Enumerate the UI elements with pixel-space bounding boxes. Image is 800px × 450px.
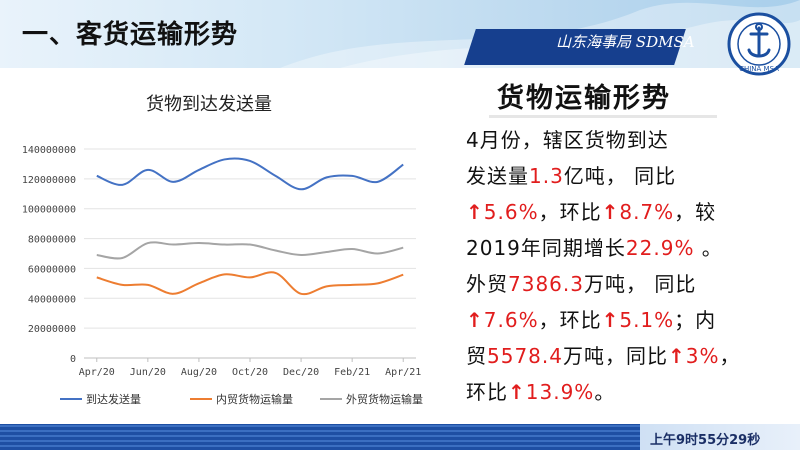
footer-time-area: [640, 424, 800, 450]
legend-label: 到达发送量: [86, 392, 141, 406]
highlight-value: 7386.3: [508, 272, 584, 296]
x-tick-label: Apr/20: [79, 367, 115, 378]
logo-text: CHINA MSA: [739, 65, 779, 73]
legend-label: 外贸货物运输量: [346, 392, 423, 406]
highlight-value: 22.9%: [625, 236, 695, 260]
up-arrow-icon: ↑: [466, 200, 484, 224]
series-line-1: [96, 157, 404, 191]
summary-segment: ，较 2019年同期增长: [466, 200, 717, 260]
x-tick-label: Oct/20: [232, 367, 268, 378]
highlight-value: 1.3: [529, 164, 564, 188]
brand-cn: 山东海事局: [556, 33, 632, 51]
y-tick-label: 120000000: [22, 175, 76, 186]
up-arrow-icon: ↑: [667, 344, 686, 368]
y-tick-label: 80000000: [28, 235, 76, 246]
x-tick-label: Feb/21: [334, 367, 370, 378]
up-arrow-icon: ↑: [466, 308, 484, 332]
y-tick-label: 20000000: [28, 324, 76, 335]
highlight-value: 13.9%: [525, 380, 595, 404]
summary-segment: ，环比: [538, 200, 602, 224]
highlight-value: 7.6%: [483, 308, 539, 332]
highlight-value: 5.1%: [619, 308, 675, 332]
highlight-value: 5578.4: [487, 344, 563, 368]
up-arrow-icon: ↑: [508, 380, 526, 404]
brand-text: 山东海事局 SDMSA: [556, 31, 695, 52]
y-tick-label: 0: [70, 354, 76, 365]
x-tick-label: Aug/20: [181, 367, 217, 378]
up-arrow-icon: ↑: [601, 308, 620, 332]
summary-segment: 万吨，同比: [562, 344, 668, 368]
series-line-3: [96, 241, 404, 260]
brand-en: SDMSA: [635, 33, 695, 51]
summary-segment: 万吨， 同比: [583, 272, 697, 296]
chart-title: 货物到达发送量: [146, 94, 272, 115]
y-tick-label: 60000000: [28, 264, 76, 275]
legend-label: 内贸货物运输量: [216, 392, 293, 406]
highlight-value: 8.7%: [619, 200, 675, 224]
summary-segment: 。: [594, 380, 616, 404]
series-line-2: [96, 271, 404, 296]
summary-segment: ；内 贸: [466, 308, 717, 368]
summary-segment: 亿吨， 同比: [563, 164, 677, 188]
timestamp: 上午9时55分29秒: [650, 433, 761, 448]
x-tick-label: Jun/20: [130, 367, 166, 378]
highlight-value: 5.6%: [483, 200, 539, 224]
summary-segment: ， 环比: [466, 344, 741, 404]
title-underline: [489, 115, 717, 118]
line-chart: 0 20000000 40000000 60000000 80000000 1000000…: [22, 145, 423, 406]
x-tick-label: Apr/21: [385, 367, 421, 378]
y-tick-label: 140000000: [22, 145, 76, 156]
highlight-value: 3%: [685, 344, 720, 368]
summary-text: 4月份，辖区货物到达 发送量1.3亿吨， 同比 ↑5.6%，环比↑8.7%，较 …: [466, 122, 786, 410]
panel-title: 货物运输形势: [497, 83, 671, 114]
summary-segment: 。 外贸: [466, 236, 723, 296]
y-tick-label: 100000000: [22, 205, 76, 216]
summary-segment: ，环比: [538, 308, 602, 332]
summary-segment: 4月份，辖区货物到达 发送量: [466, 128, 669, 188]
page-title: 一、客货运输形势: [22, 20, 239, 50]
msa-logo: CHINA MSA: [727, 12, 791, 76]
up-arrow-icon: ↑: [601, 200, 620, 224]
x-tick-label: Dec/20: [283, 367, 319, 378]
y-tick-label: 40000000: [28, 294, 76, 305]
